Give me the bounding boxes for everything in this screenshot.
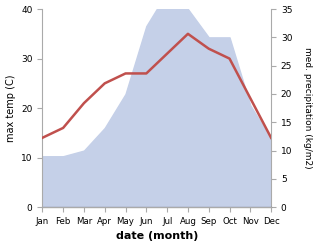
Y-axis label: max temp (C): max temp (C) xyxy=(5,74,16,142)
X-axis label: date (month): date (month) xyxy=(115,231,198,242)
Y-axis label: med. precipitation (kg/m2): med. precipitation (kg/m2) xyxy=(303,47,313,169)
